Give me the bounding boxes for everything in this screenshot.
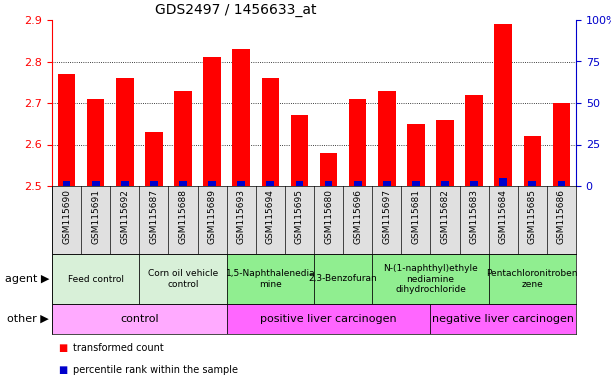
Bar [324,181,332,186]
Bar [296,181,304,186]
Text: GSM115680: GSM115680 [324,189,333,244]
Text: ■: ■ [58,365,67,375]
FancyBboxPatch shape [314,254,372,304]
Text: 1,5-Naphthalenedia
mine: 1,5-Naphthalenedia mine [225,269,315,289]
Bar [203,57,221,186]
Bar [436,119,454,186]
Text: Corn oil vehicle
control: Corn oil vehicle control [148,269,218,289]
Bar [291,116,308,186]
Bar [441,181,449,186]
Text: GSM115687: GSM115687 [149,189,158,244]
Text: percentile rank within the sample: percentile rank within the sample [73,365,238,375]
Text: Pentachloronitroben
zene: Pentachloronitroben zene [486,269,578,289]
Text: GSM115692: GSM115692 [120,189,130,244]
Bar [320,153,337,186]
Bar [354,181,362,186]
Bar [116,78,134,186]
FancyBboxPatch shape [430,304,576,334]
Bar [553,103,570,186]
Bar [237,181,245,186]
Bar [179,181,187,186]
Bar [529,181,536,186]
Text: GSM115688: GSM115688 [178,189,188,244]
FancyBboxPatch shape [227,254,314,304]
Text: GSM115685: GSM115685 [528,189,537,244]
FancyBboxPatch shape [52,254,139,304]
Bar [150,181,158,186]
Text: GSM115694: GSM115694 [266,189,275,244]
Text: GDS2497 / 1456633_at: GDS2497 / 1456633_at [155,3,316,17]
Bar [470,181,478,186]
Bar [92,181,100,186]
Text: GSM115683: GSM115683 [470,189,478,244]
Bar [262,78,279,186]
Bar [62,181,70,186]
Text: transformed count: transformed count [73,343,164,353]
FancyBboxPatch shape [372,254,489,304]
Bar [121,181,129,186]
Text: GSM115686: GSM115686 [557,189,566,244]
Text: ■: ■ [58,343,67,353]
Text: 2,3-Benzofuran: 2,3-Benzofuran [309,275,378,283]
Text: GSM115684: GSM115684 [499,189,508,244]
Bar [494,24,512,186]
Bar [349,99,367,186]
Text: GSM115681: GSM115681 [411,189,420,244]
Bar [208,181,216,186]
Bar [174,91,192,186]
Bar [524,136,541,186]
Text: GSM115689: GSM115689 [208,189,217,244]
Text: other ▶: other ▶ [7,314,49,324]
Text: Feed control: Feed control [68,275,123,283]
Text: GSM115691: GSM115691 [91,189,100,244]
Text: GSM115695: GSM115695 [295,189,304,244]
Text: N-(1-naphthyl)ethyle
nediamine
dihydrochloride: N-(1-naphthyl)ethyle nediamine dihydroch… [383,264,478,294]
Bar [383,181,390,186]
FancyBboxPatch shape [139,254,227,304]
Bar [145,132,163,186]
Text: GSM115696: GSM115696 [353,189,362,244]
Text: GSM115690: GSM115690 [62,189,71,244]
Bar [557,181,565,186]
Bar [499,178,507,186]
Bar [233,49,250,186]
Bar [407,124,425,186]
FancyBboxPatch shape [52,304,227,334]
Text: GSM115682: GSM115682 [441,189,450,244]
Bar [87,99,104,186]
Text: GSM115693: GSM115693 [236,189,246,244]
Bar [466,95,483,186]
Bar [58,74,75,186]
FancyBboxPatch shape [489,254,576,304]
Text: agent ▶: agent ▶ [4,274,49,284]
FancyBboxPatch shape [227,304,430,334]
Bar [378,91,395,186]
Text: GSM115697: GSM115697 [382,189,391,244]
Bar [266,181,274,186]
Text: positive liver carcinogen: positive liver carcinogen [260,314,397,324]
Text: control: control [120,314,159,324]
Text: negative liver carcinogen: negative liver carcinogen [432,314,574,324]
Bar [412,181,420,186]
